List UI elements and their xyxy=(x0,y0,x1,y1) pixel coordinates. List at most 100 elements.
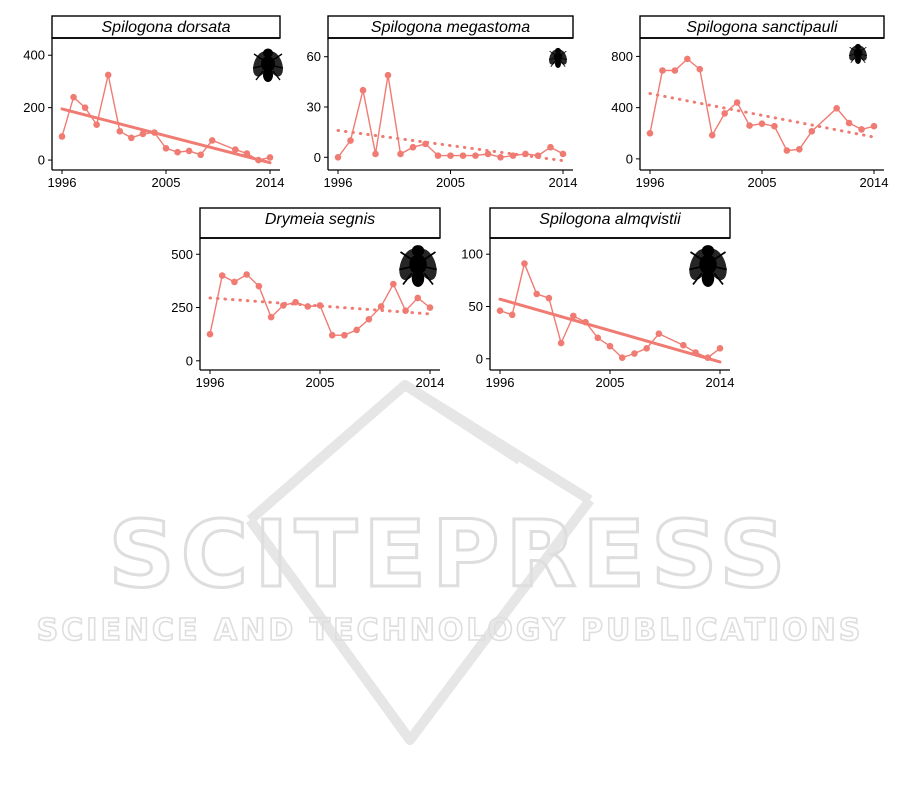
data-point xyxy=(631,350,638,357)
trend-line xyxy=(498,297,722,364)
panel-title: Drymeia segnis xyxy=(265,211,375,228)
x-tick-label: 1996 xyxy=(486,375,515,390)
y-tick-label: 400 xyxy=(23,48,45,63)
data-point xyxy=(266,154,274,161)
data-point xyxy=(508,311,516,319)
panel-strip xyxy=(489,207,731,239)
data-point xyxy=(384,71,392,79)
series-line xyxy=(649,58,875,152)
fly-icon xyxy=(689,245,727,287)
y-tick-label: 100 xyxy=(461,247,483,262)
y-tick-label: 0 xyxy=(626,151,633,166)
y-tick-label: 250 xyxy=(171,300,193,315)
data-point xyxy=(643,345,650,352)
data-point xyxy=(162,144,170,152)
chart-panel-3: Spilogona sanctipauli 0 400 800 1996 2005 2014 xyxy=(611,15,888,190)
data-point xyxy=(185,147,193,155)
y-tick-label: 200 xyxy=(23,100,45,115)
data-point xyxy=(858,126,865,133)
y-tick-label: 60 xyxy=(307,49,321,64)
data-point xyxy=(716,345,724,352)
x-tick-label: 1996 xyxy=(324,175,353,190)
data-point xyxy=(721,110,728,117)
x-tick-label: 2005 xyxy=(436,175,465,190)
data-point xyxy=(414,294,422,302)
x-tick-label: 2005 xyxy=(306,375,335,390)
y-tick-label: 0 xyxy=(38,153,45,168)
data-point xyxy=(232,146,239,153)
data-point xyxy=(243,150,251,157)
data-point xyxy=(696,65,704,73)
data-point xyxy=(359,86,367,94)
data-point xyxy=(292,298,299,306)
x-tick-label: 2005 xyxy=(152,175,181,190)
data-point xyxy=(206,330,214,338)
x-tick-label: 1996 xyxy=(196,375,225,390)
y-tick-label: 0 xyxy=(476,351,483,366)
data-point xyxy=(409,143,417,151)
data-point xyxy=(255,156,262,164)
chart-panel-4: Drymeia segnis 0 250 500 1996 2005 2014 xyxy=(171,207,445,390)
watermark-title: SCITEPRESS xyxy=(108,501,791,608)
data-point xyxy=(484,150,492,158)
panel-title: Spilogona megastoma xyxy=(371,19,530,36)
x-tick-label: 2005 xyxy=(596,375,625,390)
data-point xyxy=(533,290,540,298)
data-point xyxy=(545,294,553,302)
data-point xyxy=(496,307,504,314)
data-point xyxy=(218,272,226,279)
data-point xyxy=(746,122,753,129)
data-point xyxy=(70,93,77,101)
data-point xyxy=(783,147,791,154)
data-point xyxy=(559,150,567,158)
data-point xyxy=(402,307,409,315)
panel-title: Spilogona almqvistii xyxy=(539,211,681,228)
data-point xyxy=(758,120,766,127)
data-point xyxy=(497,153,504,161)
x-tick-label: 2014 xyxy=(416,375,445,390)
data-point xyxy=(808,128,816,135)
data-point xyxy=(557,339,565,347)
data-point xyxy=(151,129,158,136)
data-point xyxy=(397,150,404,158)
chart-panel-1: Spilogona dorsata 0 200 400 1996 2005 2014 xyxy=(23,15,284,190)
data-point xyxy=(522,150,529,158)
data-point xyxy=(372,150,379,158)
data-point xyxy=(472,152,479,159)
data-point xyxy=(870,122,878,130)
data-point xyxy=(426,304,434,311)
data-point xyxy=(304,303,312,310)
x-tick-label: 2014 xyxy=(549,175,578,190)
data-point xyxy=(365,315,373,323)
chart-panel-5: Spilogona almqvistii 0 50 100 1996 2005 2014 xyxy=(461,207,734,390)
data-point xyxy=(606,342,614,350)
fly-icon xyxy=(548,47,568,68)
data-point xyxy=(733,99,741,106)
data-point xyxy=(692,349,699,356)
x-tick-label: 2005 xyxy=(748,175,777,190)
trend-line xyxy=(648,92,876,139)
y-tick-label: 0 xyxy=(314,150,321,165)
data-point xyxy=(81,104,89,111)
data-point xyxy=(316,302,324,309)
data-point xyxy=(618,354,626,362)
panel-title: Spilogona sanctipauli xyxy=(686,19,838,36)
data-point xyxy=(704,354,712,362)
data-point xyxy=(708,131,716,139)
watermark: SCITEPRESS SCIENCE AND TECHNOLOGY PUBLIC… xyxy=(36,380,864,745)
data-point xyxy=(796,145,803,153)
data-point xyxy=(534,152,542,159)
data-point xyxy=(422,140,429,148)
data-point xyxy=(353,326,360,334)
data-point xyxy=(116,127,124,135)
watermark-subtitle: SCIENCE AND TECHNOLOGY PUBLICATIONS xyxy=(37,613,864,648)
data-point xyxy=(582,318,589,326)
data-point xyxy=(139,130,147,138)
data-point xyxy=(334,153,342,161)
data-point xyxy=(547,143,554,151)
data-point xyxy=(128,134,135,142)
data-point xyxy=(771,122,778,130)
trend-line xyxy=(60,107,272,165)
x-tick-label: 1996 xyxy=(636,175,665,190)
